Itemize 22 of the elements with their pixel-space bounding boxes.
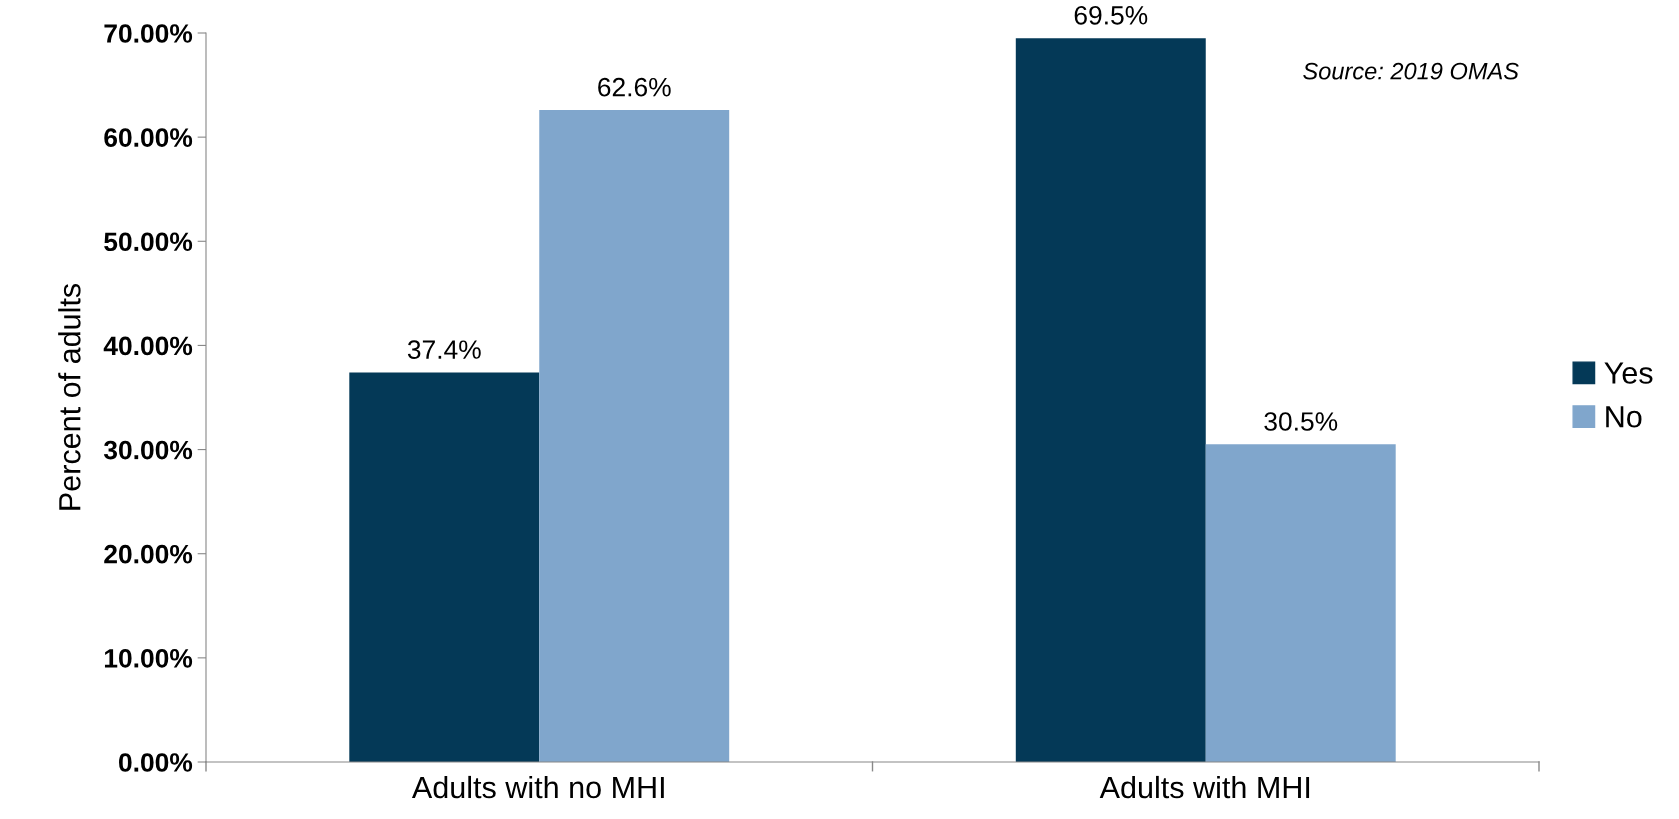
legend-label: Yes bbox=[1604, 362, 1653, 384]
y-axis-title: Percent of adults bbox=[58, 283, 81, 510]
bar bbox=[349, 372, 540, 762]
data-label: 69.5% bbox=[1074, 5, 1148, 25]
bar bbox=[1015, 38, 1206, 762]
x-tick-label: Adults with no MHI bbox=[411, 775, 664, 799]
legend-label: No bbox=[1606, 406, 1642, 428]
y-tick-label: 10.00% bbox=[104, 648, 193, 668]
x-tick-label: Adults with MHI bbox=[1099, 775, 1310, 799]
data-label: 62.6% bbox=[598, 77, 671, 97]
data-label: 30.5% bbox=[1264, 412, 1338, 431]
y-tick-label: 60.00% bbox=[104, 128, 193, 147]
y-tick-label: 50.00% bbox=[104, 232, 193, 252]
y-tick-label: 0.00% bbox=[119, 753, 193, 772]
bar bbox=[1205, 444, 1396, 762]
y-tick-label: 70.00% bbox=[104, 24, 193, 43]
bar bbox=[539, 110, 730, 762]
y-tick-label: 30.00% bbox=[103, 440, 193, 460]
annotation: Source: 2019 OMAS bbox=[1303, 62, 1519, 80]
y-tick-label: 40.00% bbox=[103, 336, 193, 356]
y-tick-label: 20.00% bbox=[104, 544, 193, 564]
data-label: 37.4% bbox=[407, 340, 481, 359]
